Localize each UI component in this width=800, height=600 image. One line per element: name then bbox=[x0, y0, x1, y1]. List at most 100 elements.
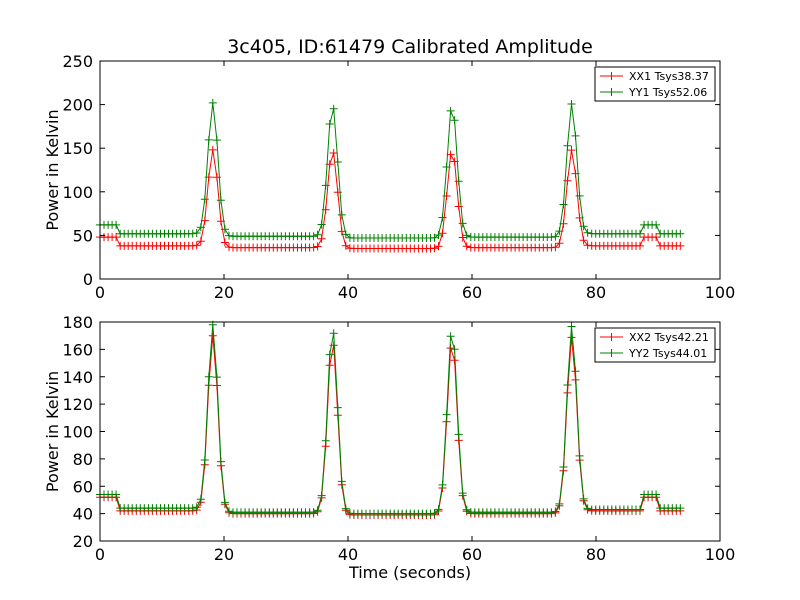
data-point bbox=[309, 232, 318, 241]
legend-marker bbox=[607, 88, 616, 96]
data-point bbox=[579, 236, 588, 245]
data-point bbox=[309, 508, 318, 517]
data-point bbox=[220, 238, 229, 247]
data-point bbox=[430, 509, 439, 518]
data-point bbox=[341, 241, 350, 250]
data-point bbox=[434, 505, 443, 514]
data-point bbox=[208, 331, 217, 340]
data-point bbox=[583, 228, 592, 237]
x-tick-label: 20 bbox=[214, 283, 234, 302]
data-point bbox=[438, 480, 447, 489]
data-point bbox=[652, 233, 661, 242]
y-tick-label: 160 bbox=[62, 340, 93, 359]
y-tick-label: 150 bbox=[62, 139, 93, 158]
data-point bbox=[458, 219, 467, 228]
data-point bbox=[313, 230, 322, 239]
data-point bbox=[333, 158, 342, 166]
data-point bbox=[313, 242, 322, 251]
x-tick-label: 60 bbox=[462, 545, 482, 564]
data-point bbox=[329, 329, 338, 338]
data-point bbox=[555, 499, 564, 508]
data-point bbox=[196, 237, 205, 246]
data-point bbox=[563, 141, 572, 150]
legend bbox=[594, 327, 716, 363]
data-point bbox=[458, 233, 467, 242]
x-tick-label: 20 bbox=[214, 545, 234, 564]
data-point bbox=[458, 489, 467, 498]
data-point bbox=[446, 332, 455, 341]
data-point bbox=[337, 210, 346, 219]
bottom-panel: 0 20 40 60 80 10020406080100120140160180Power… bbox=[43, 313, 735, 582]
data-point bbox=[317, 491, 326, 500]
data-point bbox=[446, 106, 455, 115]
x-axis-label: Time (seconds) bbox=[348, 563, 471, 582]
data-point bbox=[462, 242, 471, 251]
data-point bbox=[547, 508, 556, 517]
data-point bbox=[112, 490, 121, 499]
data-point bbox=[192, 229, 201, 237]
data-point bbox=[321, 436, 330, 445]
data-point bbox=[208, 98, 217, 107]
data-point bbox=[333, 403, 342, 412]
y-tick-label: 100 bbox=[62, 423, 93, 442]
data-point bbox=[192, 241, 201, 250]
data-point bbox=[450, 116, 459, 125]
data-point bbox=[337, 477, 346, 486]
data-point bbox=[442, 163, 451, 171]
plot-frame bbox=[99, 60, 721, 280]
data-point bbox=[309, 243, 318, 252]
data-point bbox=[434, 231, 443, 239]
data-point bbox=[563, 381, 572, 389]
top-panel: 0 20 40 60 80 100 0 50 100 150 200 250 Power in Kelv… bbox=[43, 52, 735, 302]
y-tick-label: 180 bbox=[62, 313, 93, 332]
data-point bbox=[559, 200, 568, 209]
data-point bbox=[317, 234, 326, 243]
data-point bbox=[430, 244, 439, 253]
y-tick-label: 200 bbox=[62, 96, 93, 115]
y-tick-label: 250 bbox=[62, 52, 93, 71]
legend-label: YY1 Tsys52.06 bbox=[628, 86, 707, 99]
data-point bbox=[551, 507, 560, 516]
y-tick-label: 100 bbox=[62, 183, 93, 202]
data-point bbox=[204, 135, 213, 144]
legend-marker bbox=[607, 72, 616, 80]
data-point bbox=[204, 372, 213, 381]
data-point bbox=[676, 229, 685, 238]
x-tick-label: 0 bbox=[95, 545, 105, 564]
data-point bbox=[555, 227, 564, 236]
data-point bbox=[583, 504, 592, 513]
y-tick-label: 120 bbox=[62, 395, 93, 414]
x-tick-label: 60 bbox=[462, 283, 482, 302]
data-point bbox=[434, 242, 443, 251]
y-axis-label: Power in Kelvin bbox=[43, 109, 62, 230]
data-point bbox=[196, 495, 205, 504]
data-point bbox=[329, 149, 338, 157]
data-point bbox=[462, 505, 471, 514]
x-tick-label: 100 bbox=[705, 545, 736, 564]
data-point bbox=[216, 457, 225, 466]
data-point bbox=[192, 503, 201, 512]
data-point bbox=[567, 333, 576, 342]
y-tick-label: 0 bbox=[83, 270, 93, 289]
x-tick-label: 100 bbox=[705, 283, 736, 302]
legend-label: XX1 Tsys38.37 bbox=[629, 70, 709, 83]
data-point bbox=[325, 120, 334, 128]
data-point bbox=[575, 451, 584, 460]
data-point bbox=[200, 195, 209, 204]
data-point bbox=[112, 233, 121, 242]
data-point bbox=[636, 505, 644, 514]
data-point bbox=[551, 232, 560, 241]
data-point bbox=[636, 229, 644, 238]
data-point bbox=[571, 367, 580, 376]
data-point bbox=[676, 241, 685, 250]
data-point bbox=[462, 231, 471, 240]
data-point bbox=[567, 100, 576, 108]
data-point bbox=[442, 410, 451, 419]
legend-marker bbox=[607, 333, 616, 341]
data-point bbox=[208, 145, 217, 154]
data-point bbox=[567, 322, 576, 331]
data-point bbox=[341, 504, 350, 513]
legend bbox=[594, 66, 716, 102]
x-tick-label: 80 bbox=[586, 283, 606, 302]
